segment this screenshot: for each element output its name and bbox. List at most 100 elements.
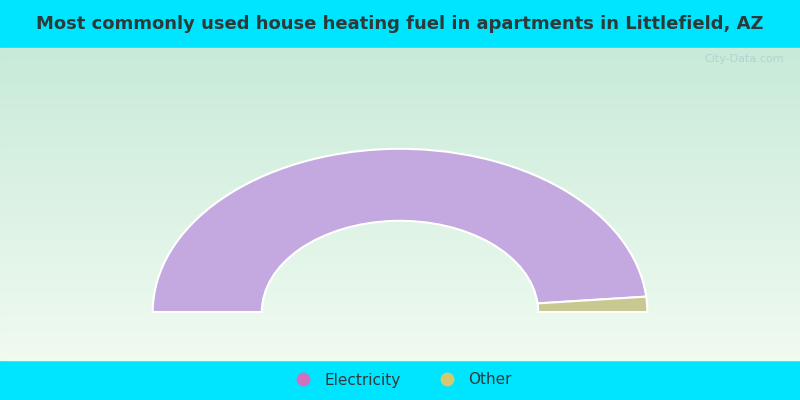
Bar [0,207,800,208]
Bar [0,338,800,339]
Bar [0,125,800,126]
Bar [0,74,800,75]
Bar [0,198,800,199]
Bar [0,305,800,306]
Bar [0,341,800,342]
Bar [0,218,800,220]
Bar [0,291,800,292]
Bar [0,55,800,56]
Wedge shape [538,297,647,312]
Bar [0,123,800,124]
Bar [0,93,800,94]
Bar [0,205,800,206]
Bar [0,304,800,305]
Bar [0,310,800,311]
Bar [0,351,800,352]
Bar [0,333,800,334]
Bar [0,357,800,358]
Bar [0,181,800,182]
Bar [0,244,800,246]
Bar [0,284,800,285]
Bar [0,133,800,134]
Bar [0,258,800,259]
Bar [0,311,800,312]
Bar [0,56,800,57]
Bar [0,266,800,268]
Bar [0,359,800,360]
Bar [0,155,800,156]
Bar [0,161,800,162]
Bar [0,174,800,175]
Bar [0,135,800,136]
Bar [0,204,800,205]
Bar [0,134,800,135]
Bar [0,221,800,222]
Bar [0,225,800,226]
Bar [0,143,800,144]
Bar [0,272,800,273]
Bar [0,154,800,155]
Bar [0,129,800,130]
Bar [0,151,800,152]
Bar [0,209,800,210]
Bar [0,52,800,53]
Bar [0,222,800,223]
Bar [0,194,800,195]
Bar [0,298,800,299]
Bar [0,179,800,180]
Bar [0,230,800,231]
Bar [0,110,800,112]
Bar [0,353,800,354]
Bar [0,162,800,164]
Bar [0,138,800,140]
Bar [0,259,800,260]
Bar [0,114,800,116]
Bar [0,240,800,242]
Bar [0,97,800,98]
Bar [0,156,800,157]
Bar [0,182,800,183]
Bar [0,315,800,316]
Bar [0,248,800,249]
Bar [0,296,800,298]
Bar [0,177,800,178]
Bar [0,220,800,221]
Bar [0,210,800,211]
Bar [0,280,800,281]
Bar [0,256,800,257]
Bar [0,101,800,102]
Bar [0,100,800,101]
Bar [0,103,800,104]
Bar [0,69,800,70]
Bar [0,325,800,326]
Bar [0,153,800,154]
Bar [0,335,800,336]
Text: City-Data.com: City-Data.com [704,54,784,64]
Bar [0,260,800,261]
Bar [0,277,800,278]
Bar [0,146,800,147]
Bar [0,84,800,86]
Bar [0,234,800,235]
Bar [0,178,800,179]
Bar [0,312,800,313]
Bar [0,344,800,346]
Bar [0,285,800,286]
Text: Most commonly used house heating fuel in apartments in Littlefield, AZ: Most commonly used house heating fuel in… [36,15,764,33]
Bar [0,212,800,213]
Bar [0,309,800,310]
Bar [0,51,800,52]
Bar [0,337,800,338]
Bar [0,281,800,282]
Bar [0,57,800,58]
Bar [0,340,800,341]
Bar [0,94,800,95]
Bar [0,236,800,237]
Bar [0,299,800,300]
Bar [0,75,800,76]
Bar [0,95,800,96]
Bar [0,343,800,344]
Bar [0,253,800,254]
Bar [0,144,800,145]
Bar [0,76,800,77]
